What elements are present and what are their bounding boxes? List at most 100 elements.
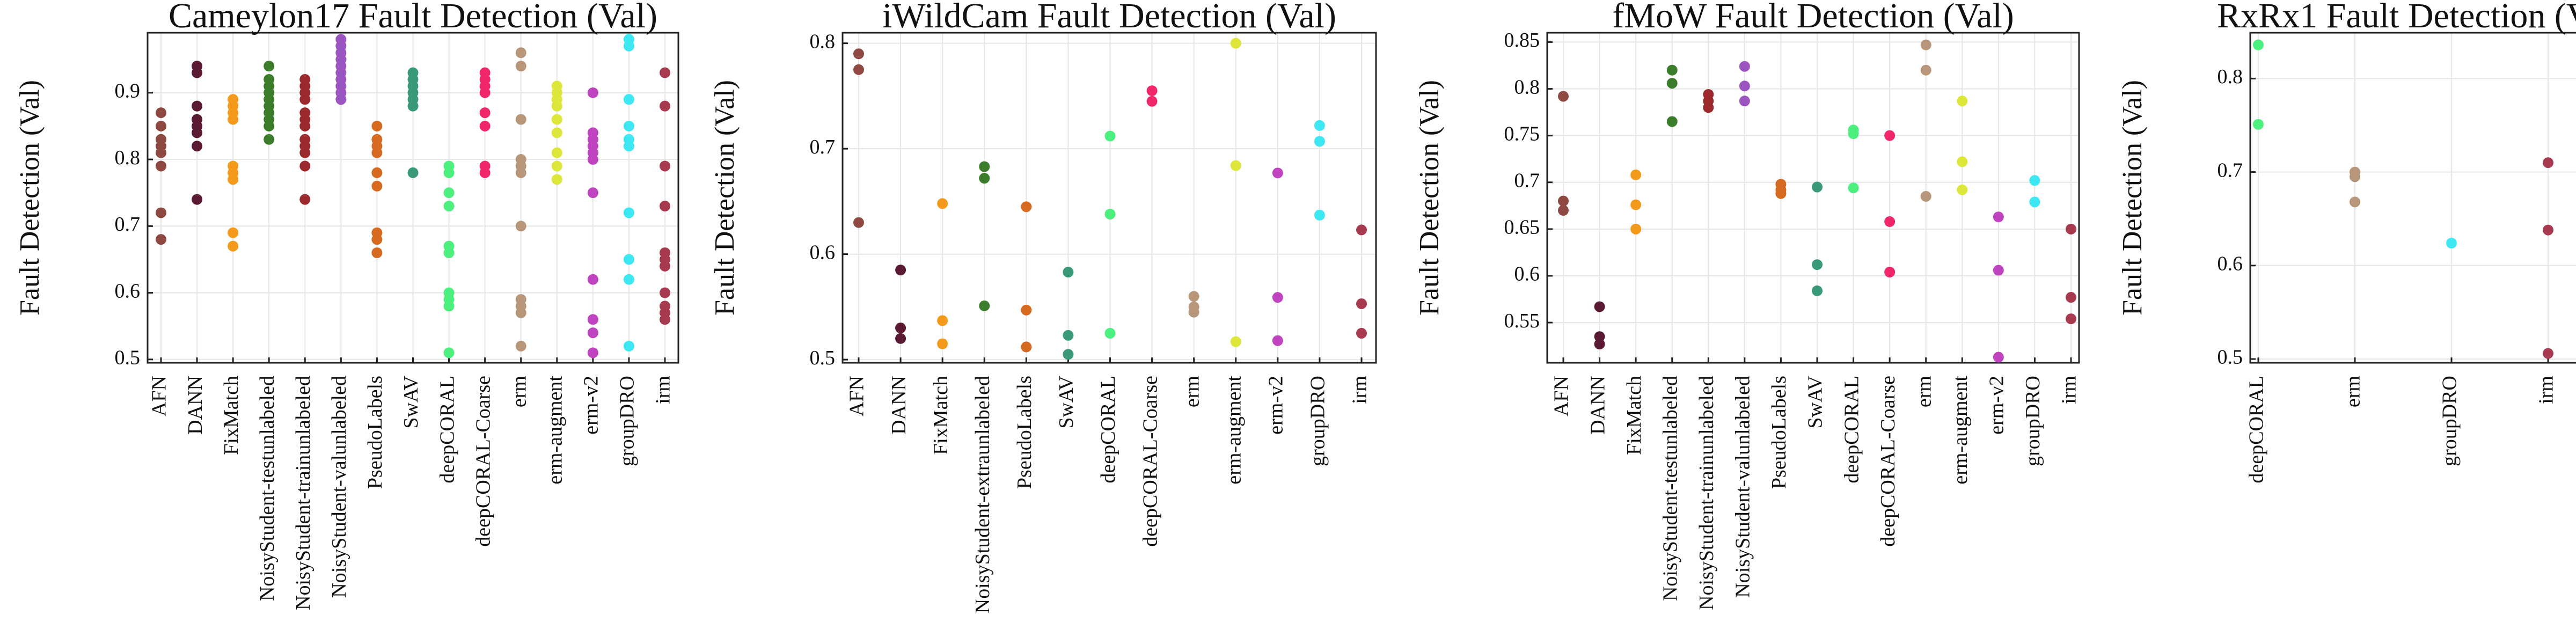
point bbox=[407, 100, 419, 112]
x-tick-label: FixMatch bbox=[930, 376, 952, 455]
point bbox=[660, 260, 670, 272]
point bbox=[156, 207, 166, 218]
point bbox=[1272, 335, 1283, 346]
x-tick-label: deepCORAL-Coarse bbox=[1877, 376, 1899, 547]
point bbox=[895, 323, 906, 334]
point bbox=[1957, 156, 1968, 167]
point bbox=[895, 265, 906, 276]
point bbox=[660, 100, 670, 112]
x-tick-label: erm bbox=[2342, 376, 2365, 407]
point bbox=[1594, 331, 1605, 342]
point bbox=[1063, 267, 1074, 278]
point bbox=[1993, 265, 2004, 276]
x-tick-label: erm-augment bbox=[544, 376, 567, 485]
x-tick-label: deepCORAL-Coarse bbox=[472, 376, 494, 547]
point bbox=[407, 167, 419, 178]
point bbox=[1104, 208, 1116, 219]
point bbox=[660, 314, 670, 325]
y-tick-label: 0.6 bbox=[1514, 263, 1540, 286]
point bbox=[228, 227, 239, 238]
point bbox=[299, 147, 311, 158]
point bbox=[443, 347, 455, 358]
point bbox=[1666, 116, 1678, 127]
point bbox=[515, 47, 526, 58]
point bbox=[1188, 291, 1199, 302]
point bbox=[1920, 64, 1931, 76]
point bbox=[623, 254, 634, 265]
point bbox=[1993, 211, 2004, 223]
point bbox=[299, 160, 311, 172]
point bbox=[2543, 224, 2553, 236]
point bbox=[587, 327, 598, 339]
point bbox=[1356, 224, 1367, 236]
axes-frame bbox=[1546, 32, 2080, 364]
chart-title: RxRx1 Fault Detection (Val) bbox=[2217, 0, 2576, 35]
point bbox=[587, 187, 598, 199]
axes-frame bbox=[2249, 32, 2576, 364]
y-tick-label: 0.7 bbox=[810, 136, 836, 158]
y-axis-label: Fault Detection (Val) bbox=[2117, 80, 2148, 316]
point bbox=[2543, 348, 2553, 359]
point bbox=[443, 167, 455, 178]
point bbox=[623, 340, 634, 352]
point bbox=[1356, 327, 1367, 339]
point bbox=[853, 48, 864, 60]
x-tick-label: deepCORAL-Coarse bbox=[1139, 376, 1161, 547]
x-tick-label: SwAV bbox=[1804, 375, 1827, 428]
point bbox=[1920, 191, 1931, 202]
y-tick-label: 0.85 bbox=[1504, 29, 1540, 52]
point bbox=[2350, 171, 2360, 182]
point bbox=[2350, 196, 2360, 208]
point bbox=[371, 147, 383, 158]
x-tick-label: NoisyStudent-extraunlabeled bbox=[971, 376, 994, 613]
point bbox=[2253, 119, 2264, 130]
point bbox=[551, 147, 562, 158]
point bbox=[1021, 341, 1032, 353]
point bbox=[299, 94, 311, 105]
point bbox=[1920, 39, 1931, 50]
x-tick-label: erm bbox=[1181, 376, 1203, 407]
point bbox=[623, 141, 634, 152]
point bbox=[1230, 336, 1241, 347]
point bbox=[1314, 209, 1325, 221]
point bbox=[1314, 120, 1325, 131]
point bbox=[937, 338, 948, 349]
point bbox=[2543, 157, 2553, 169]
point bbox=[299, 194, 311, 205]
point bbox=[551, 160, 562, 172]
x-tick-label: SwAV bbox=[1055, 375, 1078, 428]
point bbox=[1558, 205, 1569, 216]
point bbox=[1594, 339, 1605, 350]
point bbox=[1188, 306, 1199, 318]
point bbox=[1272, 167, 1283, 179]
point bbox=[587, 347, 598, 358]
x-tick-label: DANN bbox=[888, 376, 910, 435]
point bbox=[1063, 330, 1074, 341]
x-tick-label: PseudoLabels bbox=[1768, 376, 1790, 489]
y-tick-label: 0.8 bbox=[2218, 65, 2243, 88]
point bbox=[551, 174, 562, 185]
x-tick-label: groupDRO bbox=[1307, 376, 1329, 466]
y-tick-label: 0.7 bbox=[115, 213, 141, 236]
point bbox=[1230, 38, 1241, 49]
subplot: 0.5 0.6 0.7 0.8 AFN DANN FixMatch NoisyStudent-… bbox=[709, 0, 1377, 613]
subplot: 0.5 0.6 0.7 0.8 0.9 AFN DANN FixMatch NoisyStude… bbox=[14, 0, 679, 610]
point bbox=[515, 114, 526, 125]
point bbox=[371, 120, 383, 131]
point bbox=[228, 240, 239, 252]
point bbox=[853, 217, 864, 228]
point bbox=[1146, 96, 1158, 107]
point bbox=[264, 120, 275, 131]
point bbox=[371, 247, 383, 258]
point bbox=[1848, 182, 1859, 194]
x-tick-label: erm-v2 bbox=[1265, 376, 1287, 435]
point bbox=[1558, 91, 1569, 102]
point bbox=[1594, 301, 1605, 312]
x-tick-label: PseudoLabels bbox=[364, 376, 386, 489]
point bbox=[937, 198, 948, 209]
point bbox=[853, 64, 864, 75]
point bbox=[371, 180, 383, 192]
point bbox=[1884, 267, 1896, 278]
point bbox=[443, 247, 455, 258]
